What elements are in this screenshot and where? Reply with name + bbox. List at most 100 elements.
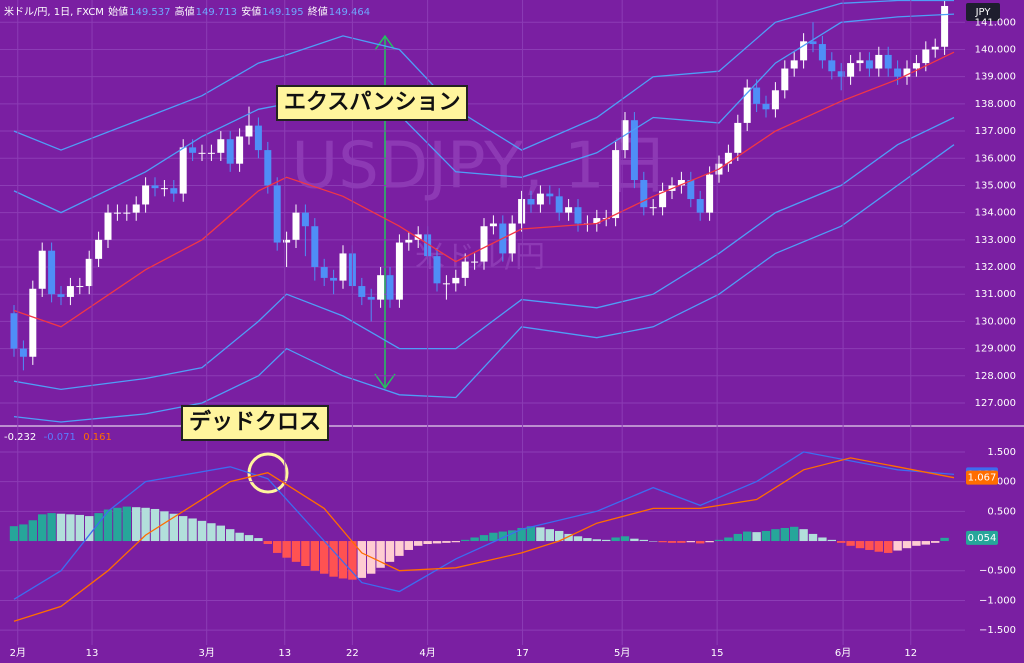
- high-value: 149.713: [195, 7, 238, 18]
- candle-body: [574, 207, 582, 224]
- candle-body: [207, 152, 215, 154]
- histogram-bar: [620, 536, 630, 542]
- histogram-bar: [432, 541, 442, 544]
- candle-body: [546, 193, 554, 197]
- candle-body: [724, 152, 732, 164]
- candle-body: [414, 234, 422, 240]
- value-badge: [966, 530, 998, 545]
- histogram-bar: [705, 541, 714, 543]
- histogram-bar: [508, 530, 517, 542]
- histogram-bar: [865, 541, 874, 550]
- value-badge-label: 1.067: [968, 473, 997, 484]
- candle-body: [659, 190, 667, 208]
- histogram-bar: [348, 541, 357, 580]
- indicator-line: [13, 451, 955, 600]
- y-tick-label: 127.000: [975, 398, 1016, 409]
- close-value: 149.464: [328, 7, 371, 18]
- histogram-bar: [743, 531, 752, 542]
- candle-body: [19, 348, 27, 357]
- y-tick-label: 138.000: [975, 99, 1016, 110]
- candle-body: [377, 275, 385, 300]
- candle-body: [630, 120, 638, 181]
- histogram-bar: [592, 539, 602, 542]
- histogram-bar: [414, 541, 423, 546]
- histogram-bar: [686, 541, 696, 543]
- candle-body: [612, 150, 620, 219]
- histogram-bar: [103, 509, 113, 542]
- candle-body: [301, 212, 309, 227]
- candle-body: [123, 212, 131, 214]
- candle-body: [254, 125, 262, 151]
- indicator-line: [13, 51, 955, 328]
- histogram-bar: [893, 541, 902, 551]
- y-tick-label: 132.000: [975, 262, 1016, 273]
- candle-body: [527, 199, 535, 205]
- candle-body: [828, 60, 836, 72]
- open-value: 149.537: [129, 7, 171, 18]
- histogram-bar: [216, 525, 226, 542]
- candle-body: [386, 275, 394, 300]
- histogram-bar: [940, 537, 949, 542]
- histogram-bar: [855, 541, 865, 549]
- candle-body: [941, 5, 949, 47]
- histogram-bar: [799, 529, 808, 542]
- candle-body: [76, 286, 84, 288]
- candle-body: [508, 223, 516, 254]
- histogram-bar: [85, 516, 94, 542]
- histogram-bar: [75, 514, 85, 542]
- histogram-bar: [790, 526, 799, 542]
- histogram-bar: [649, 541, 658, 542]
- histogram-bar: [837, 541, 846, 543]
- macd-legend: 0.161: [83, 432, 112, 443]
- candle-body: [800, 41, 808, 61]
- candle-body: [48, 250, 56, 295]
- histogram-bar: [122, 506, 132, 542]
- histogram-bar: [9, 526, 19, 542]
- candle-body: [358, 286, 366, 297]
- open-name: 始値: [108, 7, 129, 18]
- candle-body: [160, 188, 168, 190]
- y-tick-label: 136.000: [975, 153, 1016, 164]
- histogram-bar: [489, 532, 498, 542]
- histogram-bar: [714, 539, 724, 542]
- histogram-bar: [780, 527, 790, 542]
- histogram-bar: [696, 541, 705, 544]
- candle-body: [461, 261, 469, 278]
- histogram-bar: [771, 529, 780, 542]
- candle-body: [151, 185, 159, 189]
- histogram-bar: [301, 541, 310, 566]
- candle-body: [489, 223, 497, 227]
- histogram-bar: [94, 513, 103, 542]
- histogram-bar: [141, 507, 150, 542]
- histogram-bar: [38, 514, 47, 542]
- histogram-bar: [282, 541, 291, 558]
- x-tick-label: 15: [711, 648, 724, 659]
- candle-body: [95, 239, 103, 259]
- candle-body: [452, 277, 460, 284]
- histogram-bar: [733, 533, 743, 542]
- candle-body: [790, 60, 798, 69]
- y-tick-label: 131.000: [975, 289, 1016, 300]
- histogram-bar: [818, 537, 827, 542]
- candle-body: [781, 68, 789, 91]
- y-tick-label: 0.500: [987, 506, 1016, 517]
- y-tick-label: −1.500: [979, 625, 1016, 636]
- histogram-bar: [207, 523, 216, 542]
- histogram-bar: [677, 541, 686, 543]
- candle-body: [198, 152, 206, 154]
- candle-body: [837, 71, 845, 77]
- x-tick-label: 2月: [10, 647, 26, 659]
- candle-body: [696, 199, 704, 213]
- x-tick-label: 17: [516, 648, 529, 659]
- histogram-bar: [498, 531, 508, 542]
- candle-body: [395, 242, 403, 300]
- candle-body: [236, 136, 244, 164]
- histogram-bar: [150, 508, 160, 542]
- histogram-bar: [479, 535, 489, 542]
- histogram-bar: [244, 535, 254, 542]
- candle-body: [762, 103, 770, 110]
- histogram-bar: [517, 527, 526, 542]
- histogram-bar: [724, 537, 733, 542]
- macd-legend: -0.071: [43, 432, 76, 443]
